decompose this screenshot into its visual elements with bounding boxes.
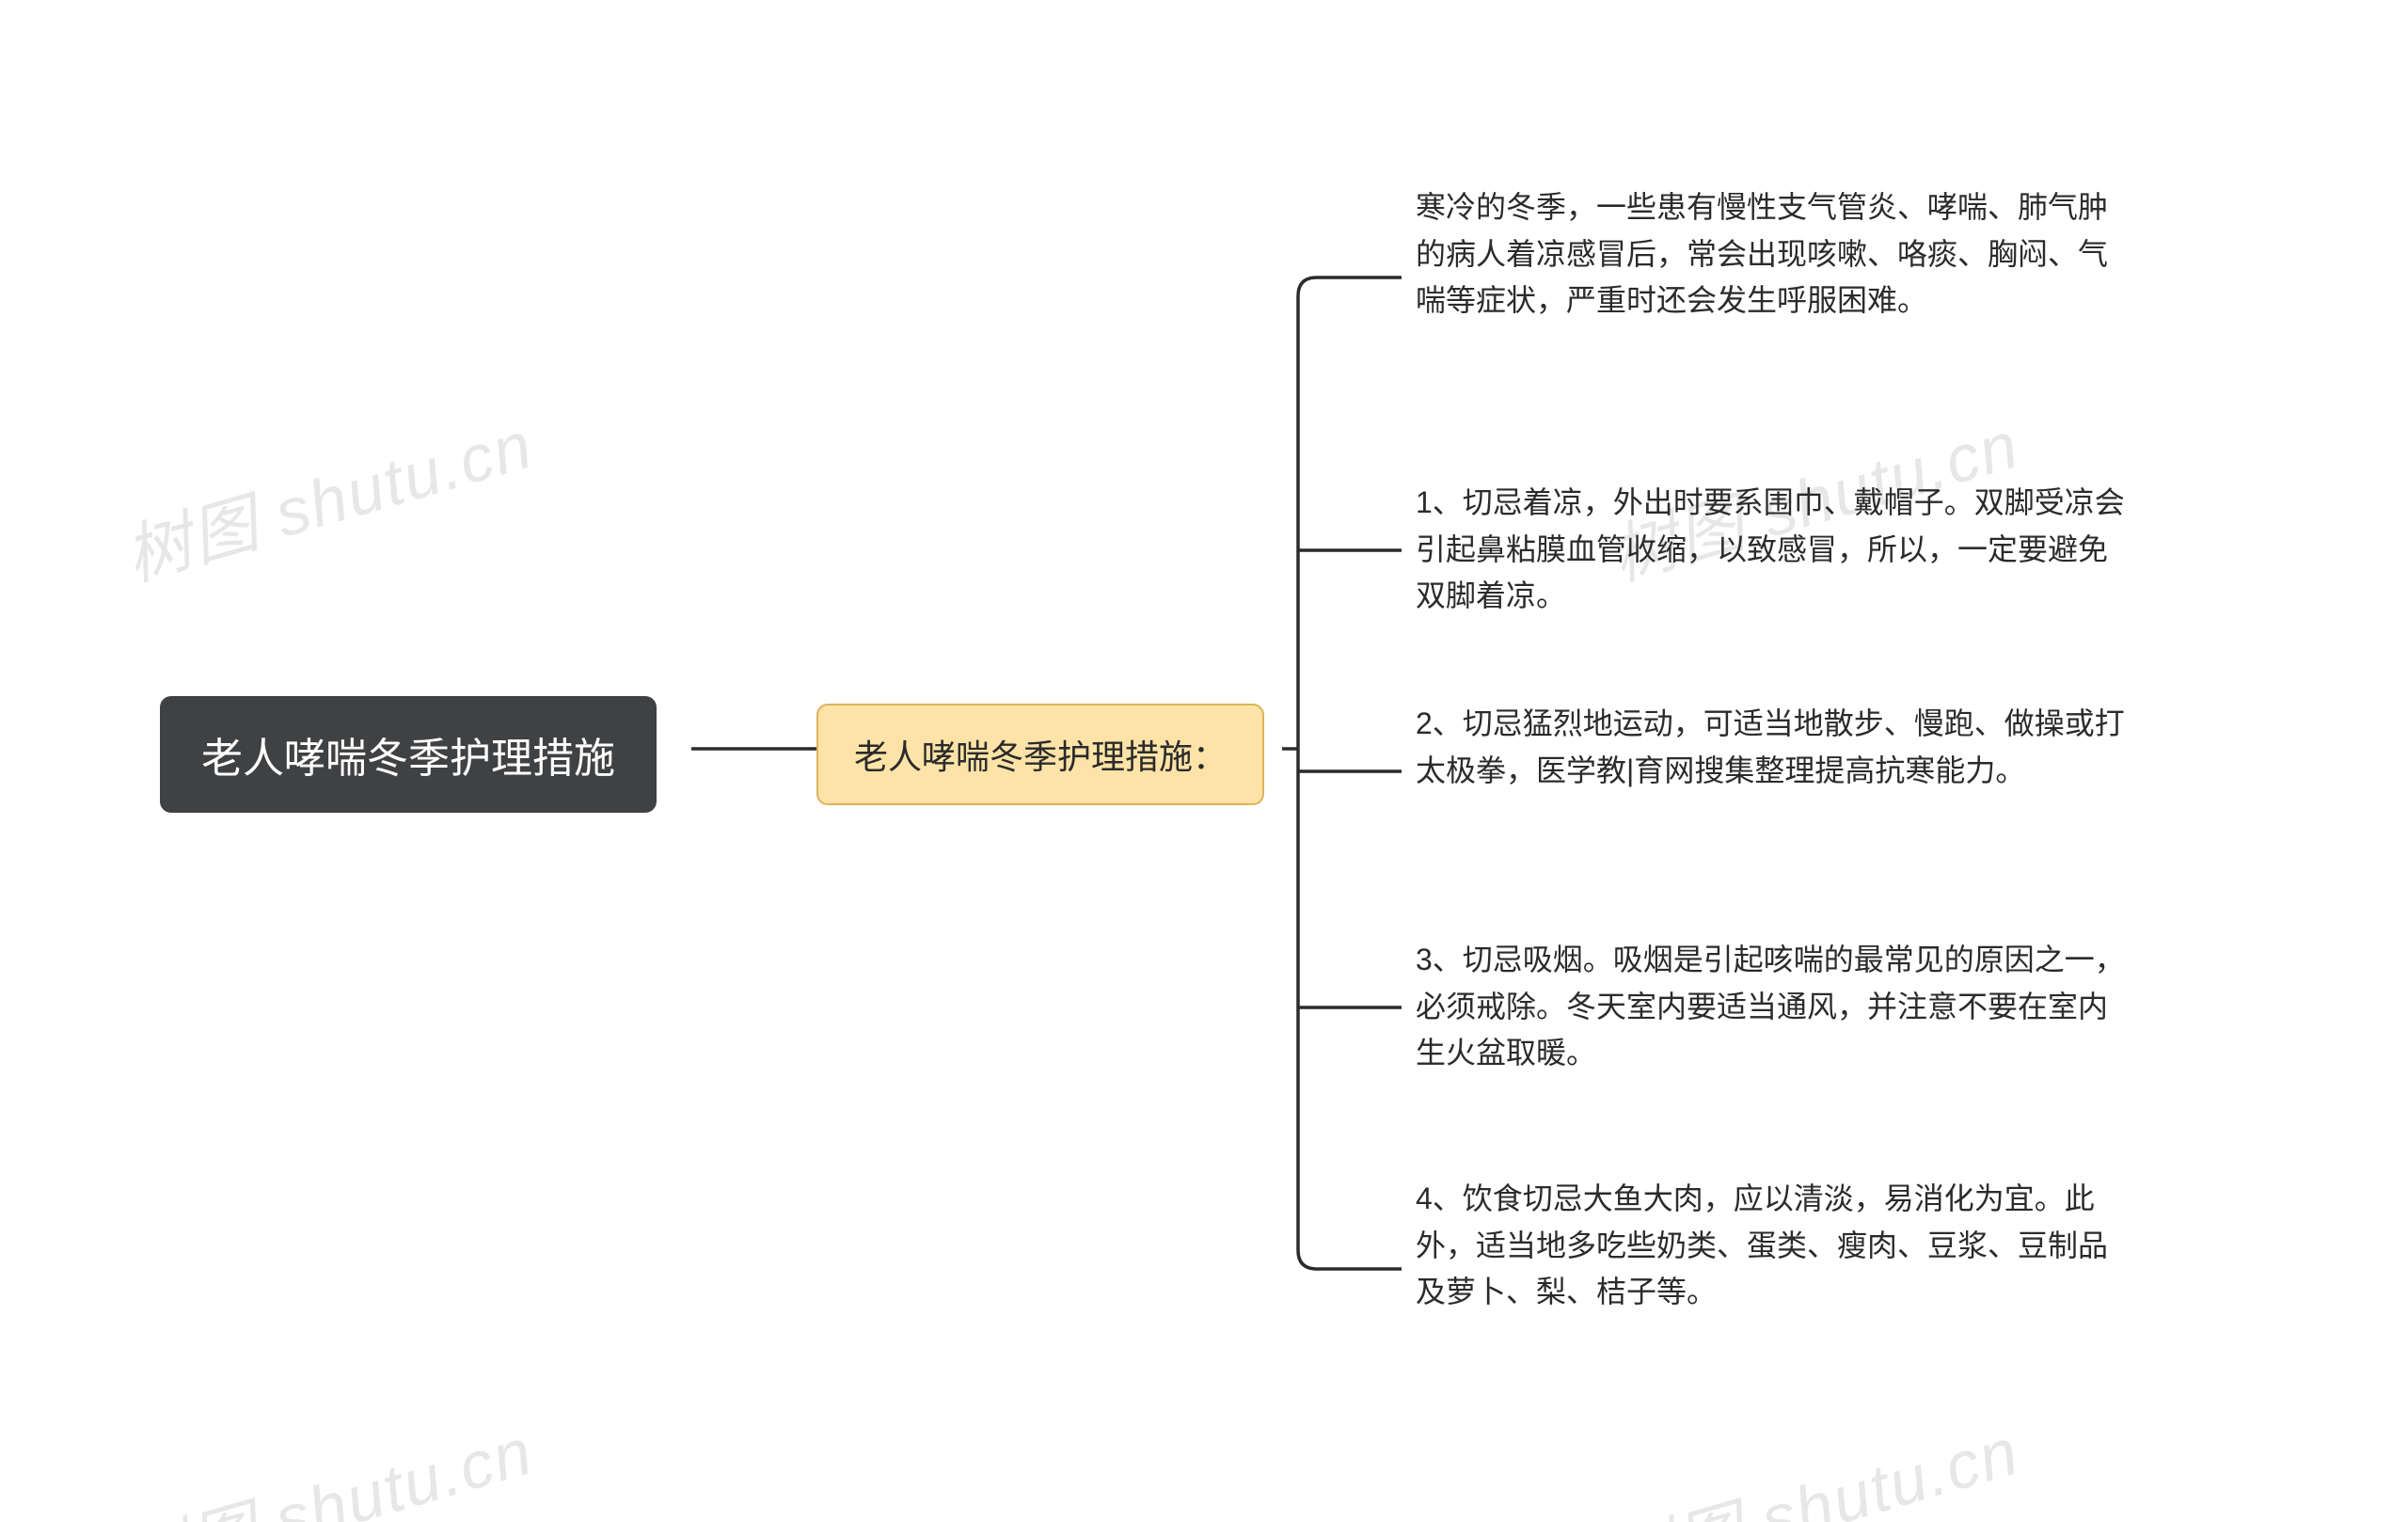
sub-node[interactable]: 老人哮喘冬季护理措施：: [816, 704, 1264, 805]
leaf-node[interactable]: 1、切忌着凉，外出时要系围巾、戴帽子。双脚受凉会引起鼻粘膜血管收缩，以致感冒，所…: [1416, 480, 2131, 620]
leaf-node[interactable]: 2、切忌猛烈地运动，可适当地散步、慢跑、做操或打太极拳，医学教|育网搜集整理提高…: [1416, 701, 2131, 794]
watermark: 树图 shutu.cn: [113, 1399, 543, 1522]
watermark: 树图 shutu.cn: [113, 392, 543, 599]
leaf-node[interactable]: 4、饮食切忌大鱼大肉，应以清淡，易消化为宜。此外，适当地多吃些奶类、蛋类、瘦肉、…: [1416, 1176, 2131, 1316]
leaf-node[interactable]: 寒冷的冬季，一些患有慢性支气管炎、哮喘、肺气肿的病人着凉感冒后，常会出现咳嗽、咯…: [1416, 184, 2131, 325]
root-node[interactable]: 老人哮喘冬季护理措施: [160, 696, 657, 813]
mindmap-canvas: 树图 shutu.cn 树图 shutu.cn 树图 shutu.cn 树图 s…: [0, 0, 2408, 1522]
watermark: 树图 shutu.cn: [1599, 1399, 2029, 1522]
leaf-node[interactable]: 3、切忌吸烟。吸烟是引起咳喘的最常见的原因之一，必须戒除。冬天室内要适当通风，并…: [1416, 937, 2131, 1077]
